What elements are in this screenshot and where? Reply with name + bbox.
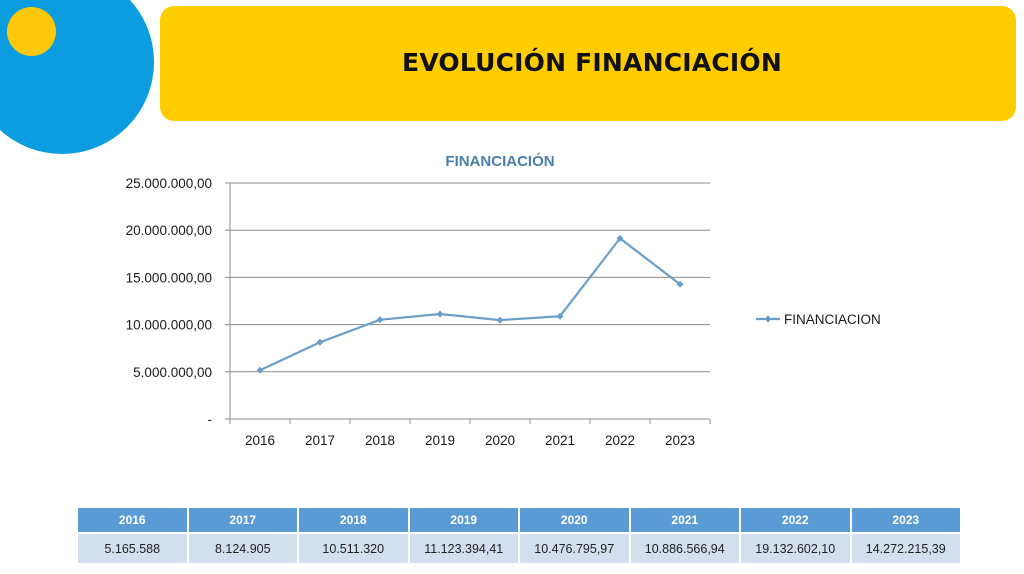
data-point (256, 366, 264, 374)
data-point (616, 234, 624, 242)
x-tick-label: 2022 (605, 433, 635, 448)
title-banner: EVOLUCIÓN FINANCIACIÓN (160, 6, 1016, 121)
table-header-cell: 2021 (630, 508, 739, 532)
decorative-yellow-dot (7, 7, 56, 56)
data-point (376, 316, 384, 324)
table-header-cell: 2016 (78, 508, 187, 532)
data-point (316, 338, 324, 346)
data-point (496, 316, 504, 324)
decorative-blue-circle (0, 0, 154, 154)
y-tick-label: 20.000.000,00 (126, 223, 212, 238)
financiacion-data-table: 2016 2017 2018 2019 2020 2021 2022 2023 … (76, 506, 962, 565)
chart-title: FINANCIACIÓN (445, 152, 554, 170)
table-row: 5.165.588 8.124.905 10.511.320 11.123.39… (78, 534, 960, 563)
table-header-cell: 2022 (741, 508, 850, 532)
x-tick-label: 2016 (245, 433, 275, 448)
x-tick-label: 2017 (305, 433, 335, 448)
y-tick-label: 10.000.000,00 (126, 318, 212, 333)
y-tick-label: 25.000.000,00 (126, 176, 212, 191)
series-line (259, 237, 681, 372)
legend-label: FINANCIACION (784, 312, 881, 327)
data-point (556, 312, 564, 320)
table-cell: 8.124.905 (188, 534, 297, 563)
table-header-cell: 2017 (188, 508, 297, 532)
table-cell: 5.165.588 (78, 534, 187, 563)
financiacion-line-chart: FINANCIACIÓN - 5.000.000,00 10.000.000,00 15… (126, 152, 881, 448)
legend-marker (764, 315, 772, 323)
table-cell: 11.123.394,41 (409, 534, 518, 563)
x-tick-label: 2020 (485, 433, 515, 448)
y-tick-label: - (208, 412, 213, 427)
y-tick-label: 15.000.000,00 (126, 270, 212, 285)
table-cell: 19.132.602,10 (741, 534, 850, 563)
x-tick-label: 2019 (425, 433, 455, 448)
table-cell: 10.476.795,97 (520, 534, 629, 563)
table-header-cell: 2018 (299, 508, 408, 532)
table-cell: 10.886.566,94 (630, 534, 739, 563)
data-point (676, 280, 684, 288)
page-title: EVOLUCIÓN FINANCIACIÓN (402, 48, 782, 77)
table-header-cell: 2020 (520, 508, 629, 532)
data-point (436, 310, 444, 318)
table-cell: 10.511.320 (299, 534, 408, 563)
x-tick-label: 2021 (545, 433, 575, 448)
table-cell: 14.272.215,39 (851, 534, 960, 563)
table-header-row: 2016 2017 2018 2019 2020 2021 2022 2023 (78, 508, 960, 532)
x-tick-label: 2018 (365, 433, 395, 448)
x-tick-label: 2023 (665, 433, 695, 448)
table-header-cell: 2019 (409, 508, 518, 532)
y-tick-label: 5.000.000,00 (133, 365, 212, 380)
table-header-cell: 2023 (851, 508, 960, 532)
